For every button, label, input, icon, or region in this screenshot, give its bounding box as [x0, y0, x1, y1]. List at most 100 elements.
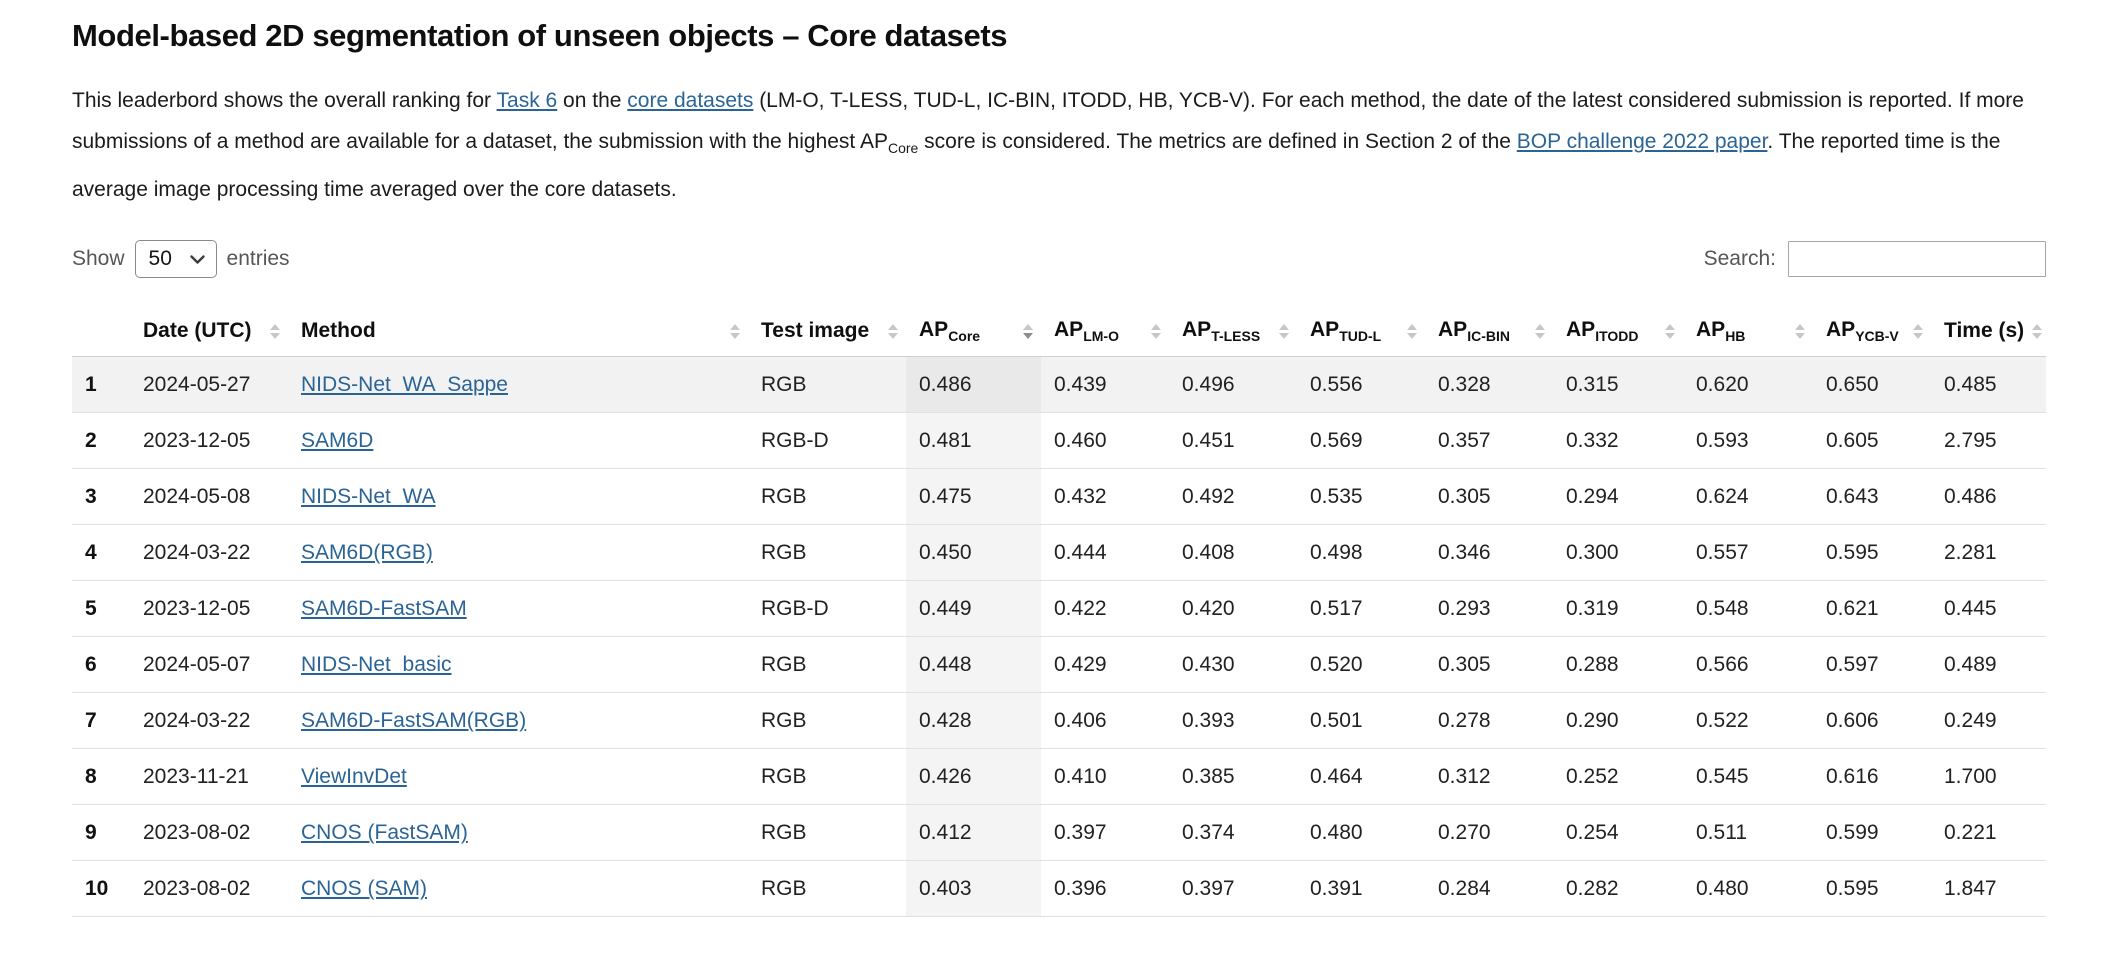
description: This leaderbord shows the overall rankin…	[72, 80, 2046, 210]
description-link[interactable]: core datasets	[627, 89, 754, 112]
cell-ap_ycbv: 0.616	[1813, 748, 1931, 806]
sort-desc-icon	[1795, 332, 1805, 339]
table-row[interactable]: 8 2023-11-21 ViewInvDet RGB 0.426 0.410 0.385 0…	[72, 748, 2046, 806]
cell-rank: 3	[72, 468, 130, 526]
cell-ap_tless: 0.420	[1169, 580, 1297, 638]
cell-ap_ycbv: 0.599	[1813, 804, 1931, 862]
column-header-ap_lmo[interactable]: APLM-O	[1041, 306, 1169, 358]
cell-ap_tudl: 0.556	[1297, 356, 1425, 414]
cell-ap_tudl: 0.517	[1297, 580, 1425, 638]
sort-asc-icon	[1913, 323, 1923, 330]
cell-date: 2024-05-08	[130, 468, 288, 526]
method-link[interactable]: SAM6D	[301, 429, 374, 453]
cell-ap_lmo: 0.429	[1041, 636, 1169, 694]
cell-ap_icbin: 0.328	[1425, 356, 1553, 414]
table-row[interactable]: 1 2024-05-27 NIDS-Net_WA_Sappe RGB 0.486 0.43…	[72, 356, 2046, 414]
table-body: 1 2024-05-27 NIDS-Net_WA_Sappe RGB 0.486 0.43…	[72, 356, 2046, 918]
sort-icons	[888, 323, 898, 339]
method-link[interactable]: NIDS-Net_WA_Sappe	[301, 373, 508, 397]
table-row[interactable]: 2 2023-12-05 SAM6D RGB-D 0.481 0.460 0.451 0.56…	[72, 412, 2046, 470]
sort-desc-icon	[1023, 332, 1033, 339]
cell-ap_itodd: 0.254	[1553, 804, 1683, 862]
table-row[interactable]: 7 2024-03-22 SAM6D-FastSAM(RGB) RGB 0.428 0.4…	[72, 692, 2046, 750]
cell-rank: 2	[72, 412, 130, 470]
cell-ap_hb: 0.522	[1683, 692, 1813, 750]
cell-method: SAM6D-FastSAM	[288, 580, 748, 638]
column-header-ap_tudl[interactable]: APTUD-L	[1297, 306, 1425, 358]
cell-ap_lmo: 0.406	[1041, 692, 1169, 750]
method-link[interactable]: SAM6D-FastSAM	[301, 597, 467, 621]
table-row[interactable]: 4 2024-03-22 SAM6D(RGB) RGB 0.450 0.444 0.408 0…	[72, 524, 2046, 582]
cell-ap_lmo: 0.444	[1041, 524, 1169, 582]
column-header-date[interactable]: Date (UTC)	[130, 306, 288, 358]
cell-ap_tless: 0.385	[1169, 748, 1297, 806]
column-label-subscript: T-LESS	[1211, 328, 1261, 345]
cell-date: 2024-03-22	[130, 692, 288, 750]
sort-icons	[2032, 323, 2043, 339]
method-link[interactable]: CNOS (SAM)	[301, 877, 427, 901]
cell-time: 1.847	[1931, 860, 2046, 918]
table-row[interactable]: 10 2023-08-02 CNOS (SAM) RGB 0.403 0.396 0.397…	[72, 860, 2046, 918]
cell-ap_hb: 0.624	[1683, 468, 1813, 526]
cell-rank: 9	[72, 804, 130, 862]
cell-method: NIDS-Net_basic	[288, 636, 748, 694]
column-header-ap_itodd[interactable]: APITODD	[1553, 306, 1683, 358]
cell-ap_itodd: 0.294	[1553, 468, 1683, 526]
sort-asc-icon	[730, 323, 740, 330]
cell-rank: 10	[72, 860, 130, 918]
cell-ap_hb: 0.480	[1683, 860, 1813, 918]
column-header-ap_ycbv[interactable]: APYCB-V	[1813, 306, 1931, 358]
description-link[interactable]: BOP challenge 2022 paper	[1516, 130, 1768, 153]
sort-desc-icon	[1151, 332, 1161, 339]
table-row[interactable]: 5 2023-12-05 SAM6D-FastSAM RGB-D 0.449 0.422 0…	[72, 580, 2046, 638]
method-link[interactable]: NIDS-Net_WA	[301, 485, 436, 509]
column-header-time[interactable]: Time (s)	[1931, 306, 2046, 358]
cell-ap_core: 0.426	[906, 748, 1041, 806]
column-label: APCore	[919, 318, 981, 345]
table-row[interactable]: 9 2023-08-02 CNOS (FastSAM) RGB 0.412 0.397 0.…	[72, 804, 2046, 862]
column-header-ap_tless[interactable]: APT-LESS	[1169, 306, 1297, 358]
method-link[interactable]: SAM6D(RGB)	[301, 541, 433, 565]
method-link[interactable]: NIDS-Net_basic	[301, 653, 452, 677]
page-container: Model-based 2D segmentation of unseen ob…	[0, 18, 2106, 918]
method-link[interactable]: SAM6D-FastSAM(RGB)	[301, 709, 527, 733]
entries-label: entries	[226, 247, 290, 271]
method-link[interactable]: CNOS (FastSAM)	[301, 821, 468, 845]
page-length-select[interactable]: 50	[134, 240, 217, 279]
cell-ap_tless: 0.492	[1169, 468, 1297, 526]
description-text: on the	[557, 89, 628, 112]
column-header-method[interactable]: Method	[288, 306, 748, 358]
description-link[interactable]: Task 6	[496, 89, 558, 112]
method-link[interactable]: ViewInvDet	[301, 765, 407, 789]
search-input[interactable]	[1788, 241, 2046, 278]
table-row[interactable]: 3 2024-05-08 NIDS-Net_WA RGB 0.475 0.432 0.492…	[72, 468, 2046, 526]
cell-test_image: RGB	[748, 636, 906, 694]
column-header-ap_core[interactable]: APCore	[906, 306, 1041, 358]
cell-method: SAM6D	[288, 412, 748, 470]
cell-date: 2023-11-21	[130, 748, 288, 806]
cell-rank: 1	[72, 356, 130, 414]
cell-rank: 5	[72, 580, 130, 638]
column-label: APT-LESS	[1182, 318, 1261, 345]
column-header-ap_icbin[interactable]: APIC-BIN	[1425, 306, 1553, 358]
cell-method: SAM6D-FastSAM(RGB)	[288, 692, 748, 750]
column-label: APTUD-L	[1310, 318, 1382, 345]
column-label-subscript: IC-BIN	[1467, 328, 1510, 345]
sort-icons	[1279, 323, 1289, 339]
cell-ap_hb: 0.511	[1683, 804, 1813, 862]
cell-ap_lmo: 0.432	[1041, 468, 1169, 526]
cell-ap_tless: 0.451	[1169, 412, 1297, 470]
cell-test_image: RGB	[748, 860, 906, 918]
sort-icons	[270, 323, 280, 339]
cell-ap_itodd: 0.332	[1553, 412, 1683, 470]
cell-date: 2023-08-02	[130, 860, 288, 918]
table-header-row: Date (UTC) Method Test image APCore APLM-O AP…	[72, 306, 2046, 358]
column-label: APHB	[1696, 318, 1746, 345]
column-label: APYCB-V	[1826, 318, 1899, 345]
cell-ap_core: 0.481	[906, 412, 1041, 470]
column-header-ap_hb[interactable]: APHB	[1683, 306, 1813, 358]
table-row[interactable]: 6 2024-05-07 NIDS-Net_basic RGB 0.448 0.429 0.…	[72, 636, 2046, 694]
cell-time: 1.700	[1931, 748, 2046, 806]
column-header-test_image[interactable]: Test image	[748, 306, 906, 358]
cell-ap_lmo: 0.439	[1041, 356, 1169, 414]
